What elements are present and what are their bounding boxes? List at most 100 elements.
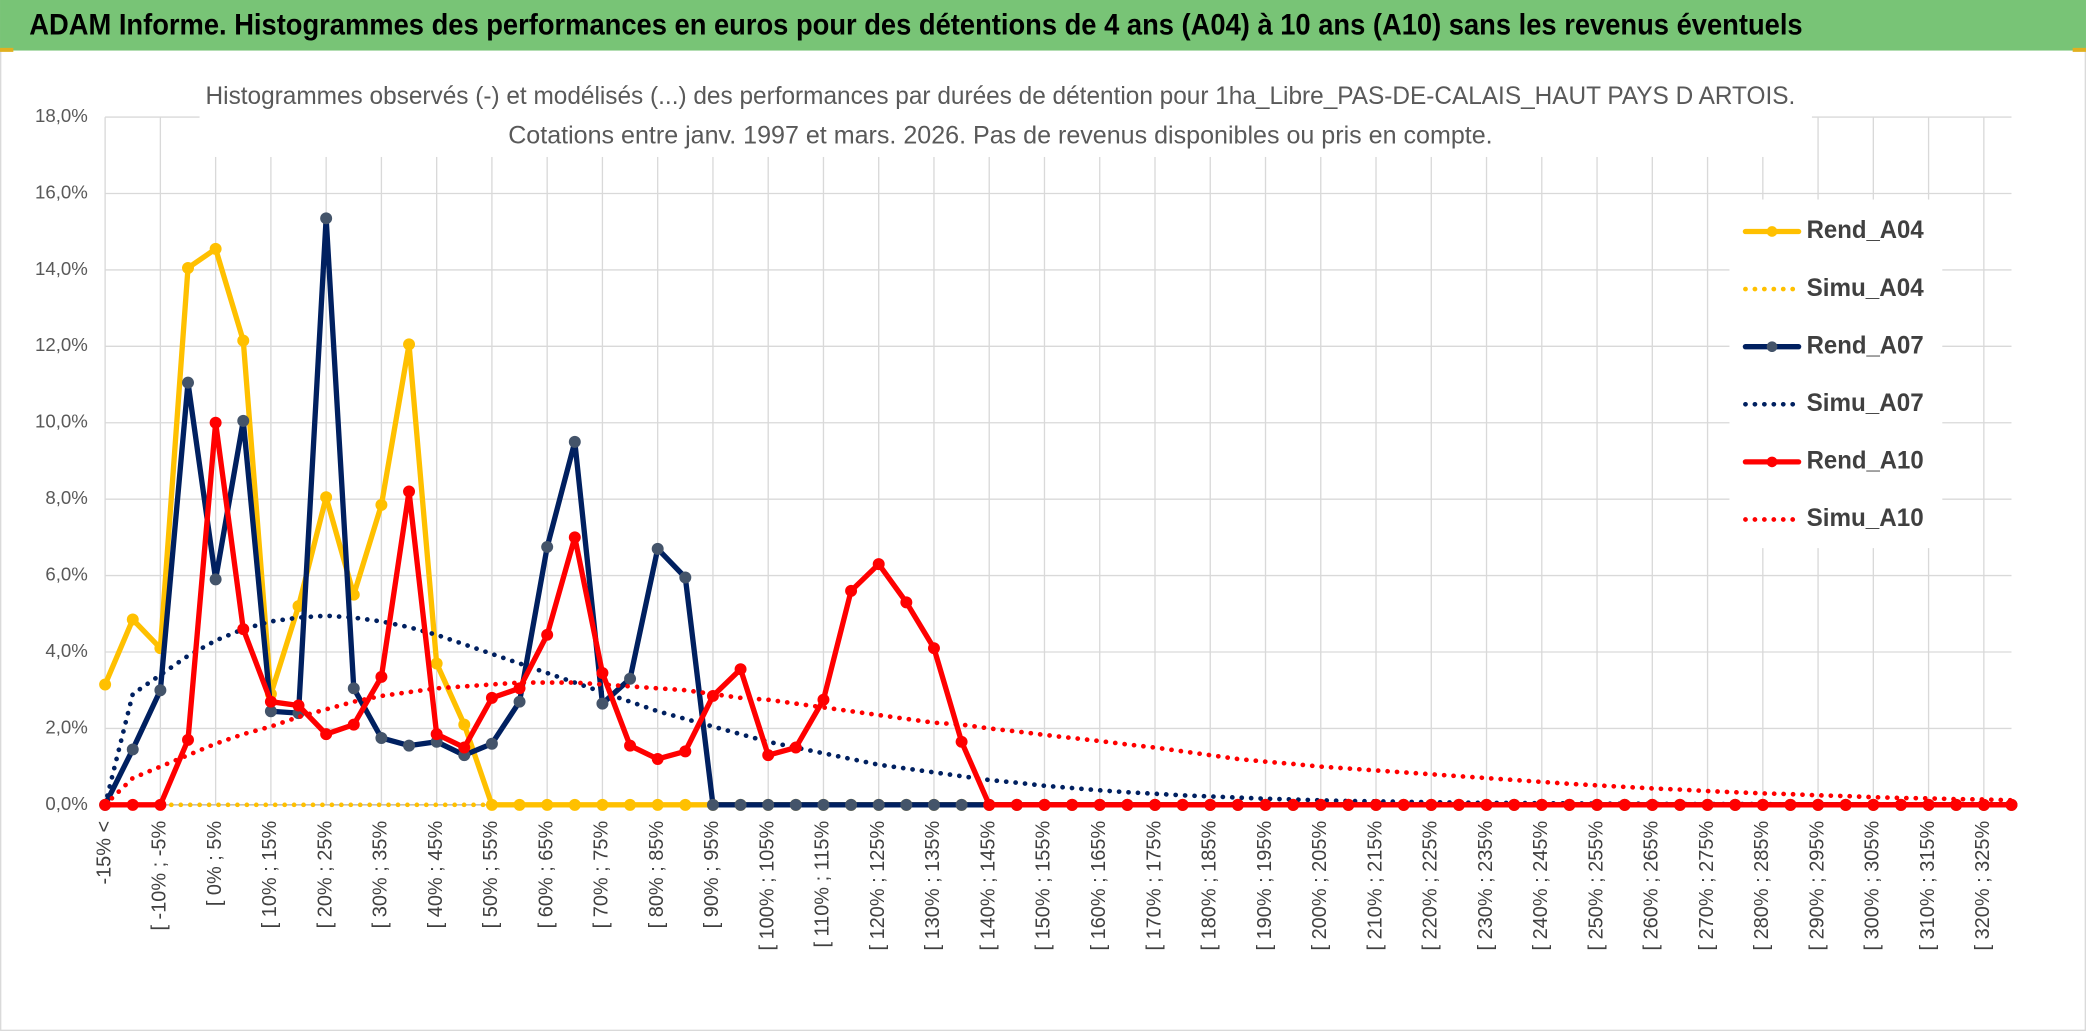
- data-point: [1756, 798, 1769, 811]
- data-point: [1922, 798, 1935, 811]
- data-point: [1287, 798, 1300, 811]
- data-point: [209, 573, 222, 586]
- data-point: [375, 731, 388, 744]
- data-point: [513, 682, 526, 695]
- data-point: [789, 798, 802, 811]
- x-tick-label: [ 180% ; 185%: [1199, 821, 1221, 951]
- data-point: [1231, 798, 1244, 811]
- y-tick-label: 14,0%: [35, 258, 88, 279]
- data-point: [1535, 798, 1548, 811]
- x-tick-label: [ 190% ; 195%: [1254, 821, 1276, 951]
- y-tick-label: 12,0%: [35, 334, 88, 355]
- data-point: [430, 657, 443, 670]
- data-point: [817, 798, 830, 811]
- y-tick-label: 18,0%: [35, 105, 88, 126]
- data-point: [817, 693, 830, 706]
- data-point: [1121, 798, 1134, 811]
- data-point: [596, 697, 609, 710]
- data-point: [1673, 798, 1686, 811]
- data-point: [375, 670, 388, 683]
- corner-mark: [2072, 47, 2086, 52]
- data-point: [182, 376, 194, 389]
- x-tick-label: [ 30% ; 35%: [370, 821, 392, 929]
- x-tick-label: [ 230% ; 235%: [1475, 821, 1497, 951]
- data-point: [1425, 798, 1438, 811]
- data-point: [1563, 798, 1576, 811]
- data-point: [1038, 798, 1051, 811]
- series-line: [102, 680, 2014, 808]
- data-point: [983, 798, 996, 811]
- data-point: [651, 542, 664, 555]
- x-tick-label: [ 220% ; 225%: [1420, 821, 1442, 951]
- data-point: [1093, 798, 1106, 811]
- data-point: [485, 737, 498, 750]
- plot-area: [99, 212, 2018, 811]
- data-point: [320, 212, 333, 225]
- legend-marker: [1766, 226, 1778, 237]
- data-point: [1894, 798, 1907, 811]
- x-tick-label: [ 320% ; 325%: [1972, 821, 1994, 951]
- data-point: [927, 642, 940, 655]
- data-point: [403, 338, 416, 351]
- data-point: [347, 718, 360, 731]
- x-tick-label: [ 210% ; 215%: [1364, 821, 1386, 951]
- data-point: [1204, 798, 1217, 811]
- data-point: [430, 728, 443, 741]
- x-tick-label: [ 20% ; 25%: [314, 821, 336, 929]
- data-point: [513, 695, 526, 708]
- data-point: [182, 733, 194, 746]
- data-point: [900, 596, 913, 609]
- data-point: [126, 798, 139, 811]
- data-point: [1010, 798, 1023, 811]
- y-tick-label: 16,0%: [35, 181, 88, 202]
- data-point: [126, 743, 139, 756]
- x-tick-label: [ 240% ; 245%: [1530, 821, 1552, 951]
- data-point: [762, 749, 775, 762]
- data-point: [789, 741, 802, 754]
- legend-marker: [1766, 341, 1778, 353]
- x-tick-label: [ 260% ; 265%: [1641, 821, 1663, 951]
- x-tick-label: [ 280% ; 285%: [1751, 821, 1773, 951]
- x-tick-label: [ 250% ; 255%: [1585, 821, 1607, 951]
- data-point: [762, 798, 775, 811]
- data-point: [900, 798, 913, 811]
- x-tick-label: [ 300% ; 305%: [1862, 821, 1884, 951]
- data-point: [1618, 798, 1631, 811]
- data-point: [679, 571, 692, 584]
- data-point: [99, 678, 112, 691]
- data-point: [209, 242, 222, 255]
- data-point: [375, 498, 388, 511]
- data-point: [872, 798, 885, 811]
- data-point: [154, 798, 167, 811]
- x-tick-label: [ 50% ; 55%: [480, 821, 502, 929]
- y-tick-label: 6,0%: [45, 564, 87, 585]
- data-point: [1370, 798, 1383, 811]
- data-point: [1812, 798, 1825, 811]
- data-point: [320, 728, 333, 741]
- data-point: [624, 739, 637, 752]
- legend-label: Rend_A07: [1807, 331, 1924, 359]
- x-tick-label: [ -10% ; -5%: [149, 821, 171, 931]
- x-tick-label: [ 60% ; 65%: [535, 821, 557, 929]
- data-point: [1314, 798, 1327, 811]
- data-point: [209, 416, 222, 429]
- data-point: [1508, 798, 1521, 811]
- x-tick-label: [ 40% ; 45%: [425, 821, 447, 929]
- data-point: [264, 695, 277, 708]
- legend-label: Rend_A10: [1807, 447, 1924, 475]
- legend-label: Simu_A10: [1807, 504, 1924, 532]
- y-tick-label: 10,0%: [35, 411, 88, 432]
- data-point: [237, 334, 250, 347]
- x-tick-label: [ 200% ; 205%: [1309, 821, 1331, 951]
- x-tick-label: [ 80% ; 85%: [646, 821, 668, 929]
- data-point: [1977, 798, 1990, 811]
- x-tick-label: [ 10% ; 15%: [259, 821, 281, 929]
- data-point: [458, 741, 471, 754]
- data-point: [706, 798, 719, 811]
- data-point: [320, 491, 333, 504]
- data-point: [1867, 798, 1880, 811]
- data-point: [347, 682, 360, 695]
- data-point: [485, 691, 498, 704]
- legend-label: Simu_A04: [1807, 274, 1924, 302]
